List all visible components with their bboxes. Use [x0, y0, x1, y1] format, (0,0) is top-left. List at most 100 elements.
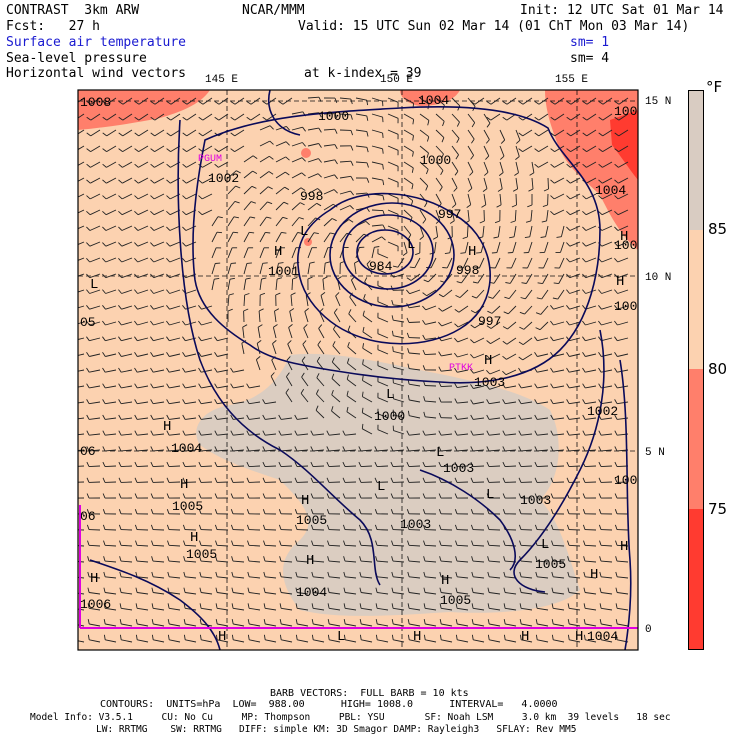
- wind-barb: [558, 273, 565, 284]
- wind-barb-feather: [103, 571, 106, 577]
- wind-barb-feather: [534, 336, 538, 341]
- wind-barb: [120, 449, 133, 452]
- wind-barb: [393, 623, 405, 627]
- wind-barb: [499, 129, 506, 141]
- wind-barb: [371, 145, 383, 150]
- wind-barb-feather: [582, 258, 587, 263]
- wind-barb-feather: [166, 195, 171, 200]
- wind-barb: [137, 337, 149, 342]
- wind-barb-feather: [598, 461, 602, 467]
- wind-barb-feather: [166, 258, 171, 263]
- wind-barb-feather: [361, 407, 364, 413]
- wind-barb-feather: [295, 619, 298, 625]
- wind-barb-feather: [267, 186, 273, 190]
- wind-barb-feather: [278, 493, 282, 499]
- wind-barb-feather: [134, 226, 139, 231]
- wind-barb: [569, 417, 581, 420]
- wind-barb: [601, 433, 613, 436]
- wind-barb-feather: [102, 148, 107, 152]
- wind-barb: [601, 623, 613, 627]
- wind-barb-feather: [582, 509, 586, 514]
- wind-barb-feather: [551, 540, 554, 546]
- wind-barb: [585, 241, 597, 247]
- wind-barb: [291, 247, 297, 259]
- wind-barb-feather: [422, 446, 426, 452]
- wind-barb-feather: [614, 179, 619, 184]
- wind-barb-feather: [263, 603, 266, 609]
- wind-barb-feather: [502, 493, 506, 499]
- wind-barb: [424, 544, 437, 547]
- wind-barb-feather: [374, 446, 378, 452]
- wind-barb: [601, 305, 613, 310]
- wind-barb-feather: [246, 430, 250, 436]
- wind-barb-feather: [566, 320, 570, 326]
- wind-barb: [137, 433, 149, 436]
- wind-barb: [522, 129, 533, 137]
- wind-barb-feather: [279, 634, 282, 640]
- pressure-label: 1003: [614, 238, 645, 253]
- wind-barb-feather: [134, 258, 139, 263]
- pressure-label: 1000: [420, 153, 451, 168]
- wind-barb-feather: [86, 148, 91, 152]
- wind-barb-feather: [425, 185, 429, 191]
- wind-barb-feather: [86, 477, 90, 483]
- wind-barb-feather: [334, 159, 338, 165]
- wind-barb-feather: [118, 367, 122, 373]
- wind-barb: [585, 576, 597, 579]
- wind-barb: [136, 449, 149, 452]
- wind-barb: [121, 337, 133, 342]
- wind-barb-feather: [614, 430, 618, 436]
- wind-barb-feather: [366, 131, 369, 137]
- wind-barb-feather: [72, 572, 73, 577]
- wind-barb: [249, 607, 261, 611]
- wind-barb: [105, 305, 117, 310]
- wind-barb: [186, 145, 197, 152]
- wind-barb: [120, 465, 133, 468]
- wind-barb-feather: [214, 446, 218, 452]
- wind-barb: [538, 129, 549, 137]
- wind-barb: [291, 202, 301, 211]
- wind-barb-feather: [566, 446, 570, 452]
- wind-barb-feather: [518, 430, 522, 436]
- wind-barb: [435, 145, 444, 155]
- wind-barb: [329, 592, 341, 595]
- wind-barb-feather: [334, 113, 338, 119]
- wind-barb: [617, 607, 629, 611]
- wind-barb: [515, 161, 519, 173]
- wind-barb: [271, 359, 277, 371]
- wind-barb: [169, 369, 181, 373]
- wind-barb: [435, 209, 441, 221]
- wind-barb-feather: [455, 571, 458, 577]
- high-pressure-marker: H: [190, 530, 198, 546]
- wind-barb-feather: [518, 461, 522, 467]
- wind-barb-feather: [249, 231, 255, 234]
- wind-barb: [153, 353, 165, 357]
- wind-barb: [494, 257, 501, 269]
- wind-barb: [105, 273, 117, 279]
- high-pressure-marker: H: [90, 571, 98, 587]
- wind-barb-feather: [518, 509, 522, 514]
- wind-barb: [511, 257, 517, 269]
- wind-barb-feather: [566, 101, 572, 105]
- wind-barb-feather: [71, 149, 75, 152]
- wind-barb: [552, 449, 565, 452]
- wind-barb-feather: [407, 410, 410, 416]
- wind-barb: [539, 321, 549, 331]
- wind-barb-feather: [182, 524, 186, 530]
- wind-barb-feather: [166, 336, 170, 341]
- wind-barb-feather: [342, 493, 346, 499]
- wind-barb: [545, 225, 549, 237]
- wind-barb-feather: [598, 509, 602, 514]
- wind-barb-feather: [118, 477, 122, 483]
- wind-barb: [377, 639, 389, 643]
- wind-barb: [344, 544, 357, 547]
- wind-barb: [255, 359, 261, 371]
- wind-barb-feather: [615, 634, 618, 640]
- wind-barb: [441, 607, 453, 611]
- wind-barb-feather: [71, 462, 73, 467]
- wind-barb-feather: [263, 571, 266, 577]
- wind-barb: [477, 273, 485, 284]
- wind-barb-feather: [134, 210, 139, 216]
- wind-barb: [307, 173, 319, 179]
